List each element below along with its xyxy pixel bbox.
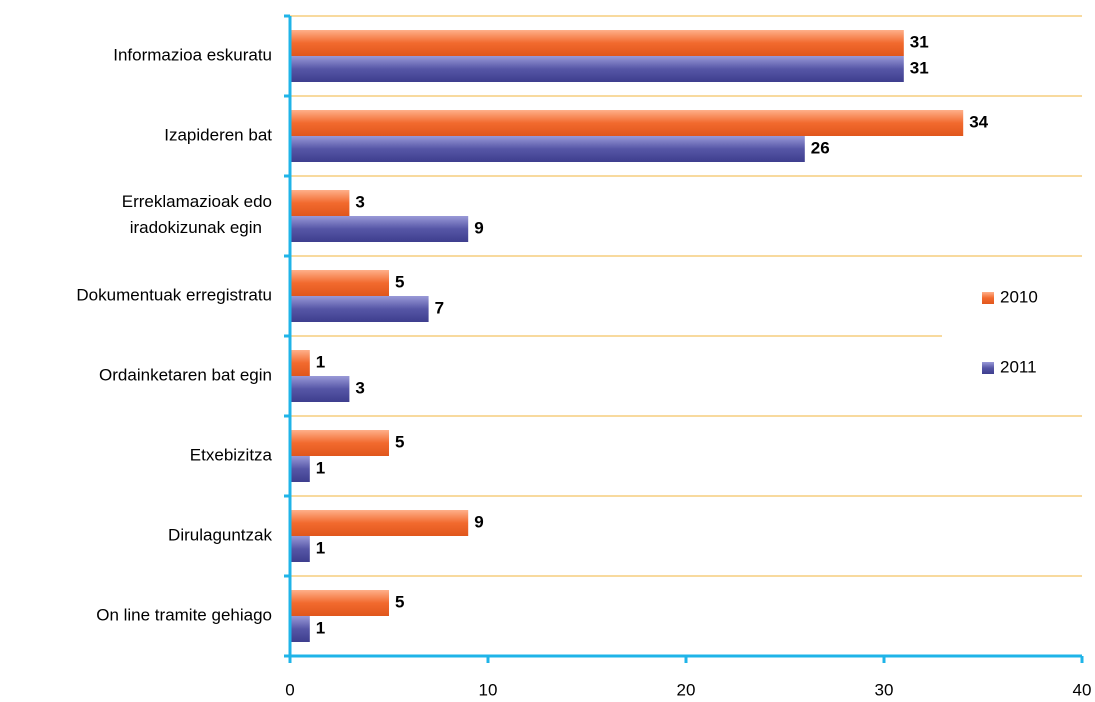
x-tick-label: 10 — [479, 680, 498, 699]
bar — [290, 296, 429, 322]
bar — [290, 536, 310, 562]
x-tick-label: 40 — [1073, 680, 1092, 699]
bar — [290, 136, 805, 162]
bar — [290, 270, 389, 296]
category-label: Izapideren bat — [164, 125, 272, 144]
value-label: 5 — [395, 592, 404, 611]
value-label: 5 — [395, 272, 404, 291]
legend-label: 2010 — [1000, 287, 1038, 306]
bar — [290, 430, 389, 456]
x-tick-label: 30 — [875, 680, 894, 699]
category-label: Etxebizitza — [190, 445, 273, 464]
value-label: 1 — [316, 538, 325, 557]
category-label: Informazioa eskuratu — [113, 45, 272, 64]
value-label: 26 — [811, 138, 830, 157]
value-label: 3 — [355, 192, 364, 211]
value-label: 3 — [355, 378, 364, 397]
bar — [290, 56, 904, 82]
value-label: 1 — [316, 618, 325, 637]
bar — [290, 30, 904, 56]
bar — [290, 376, 350, 402]
value-label: 34 — [969, 112, 988, 131]
x-tick-label: 0 — [285, 680, 294, 699]
value-label: 5 — [395, 432, 404, 451]
value-label: 1 — [316, 458, 325, 477]
legend-swatch — [982, 362, 994, 374]
value-label: 7 — [435, 298, 444, 317]
value-label: 31 — [910, 32, 929, 51]
value-label: 9 — [474, 218, 483, 237]
category-label: Erreklamazioak edo iradokizunak egin — [122, 192, 272, 237]
bar — [290, 616, 310, 642]
bar — [290, 190, 350, 216]
category-label: Dokumentuak erregistratu — [76, 285, 272, 304]
bar — [290, 590, 389, 616]
category-label: On line tramite gehiago — [96, 605, 272, 624]
value-label: 9 — [474, 512, 483, 531]
value-label: 31 — [910, 58, 929, 77]
bar — [290, 456, 310, 482]
bar — [290, 510, 469, 536]
category-label: Dirulaguntzak — [168, 525, 272, 544]
x-tick-label: 20 — [677, 680, 696, 699]
bar — [290, 216, 469, 242]
legend-label: 2011 — [1000, 357, 1037, 376]
category-label: Ordainketaren bat egin — [99, 365, 272, 384]
legend-swatch — [982, 292, 994, 304]
bar — [290, 110, 964, 136]
bar — [290, 350, 310, 376]
value-label: 1 — [316, 352, 325, 371]
